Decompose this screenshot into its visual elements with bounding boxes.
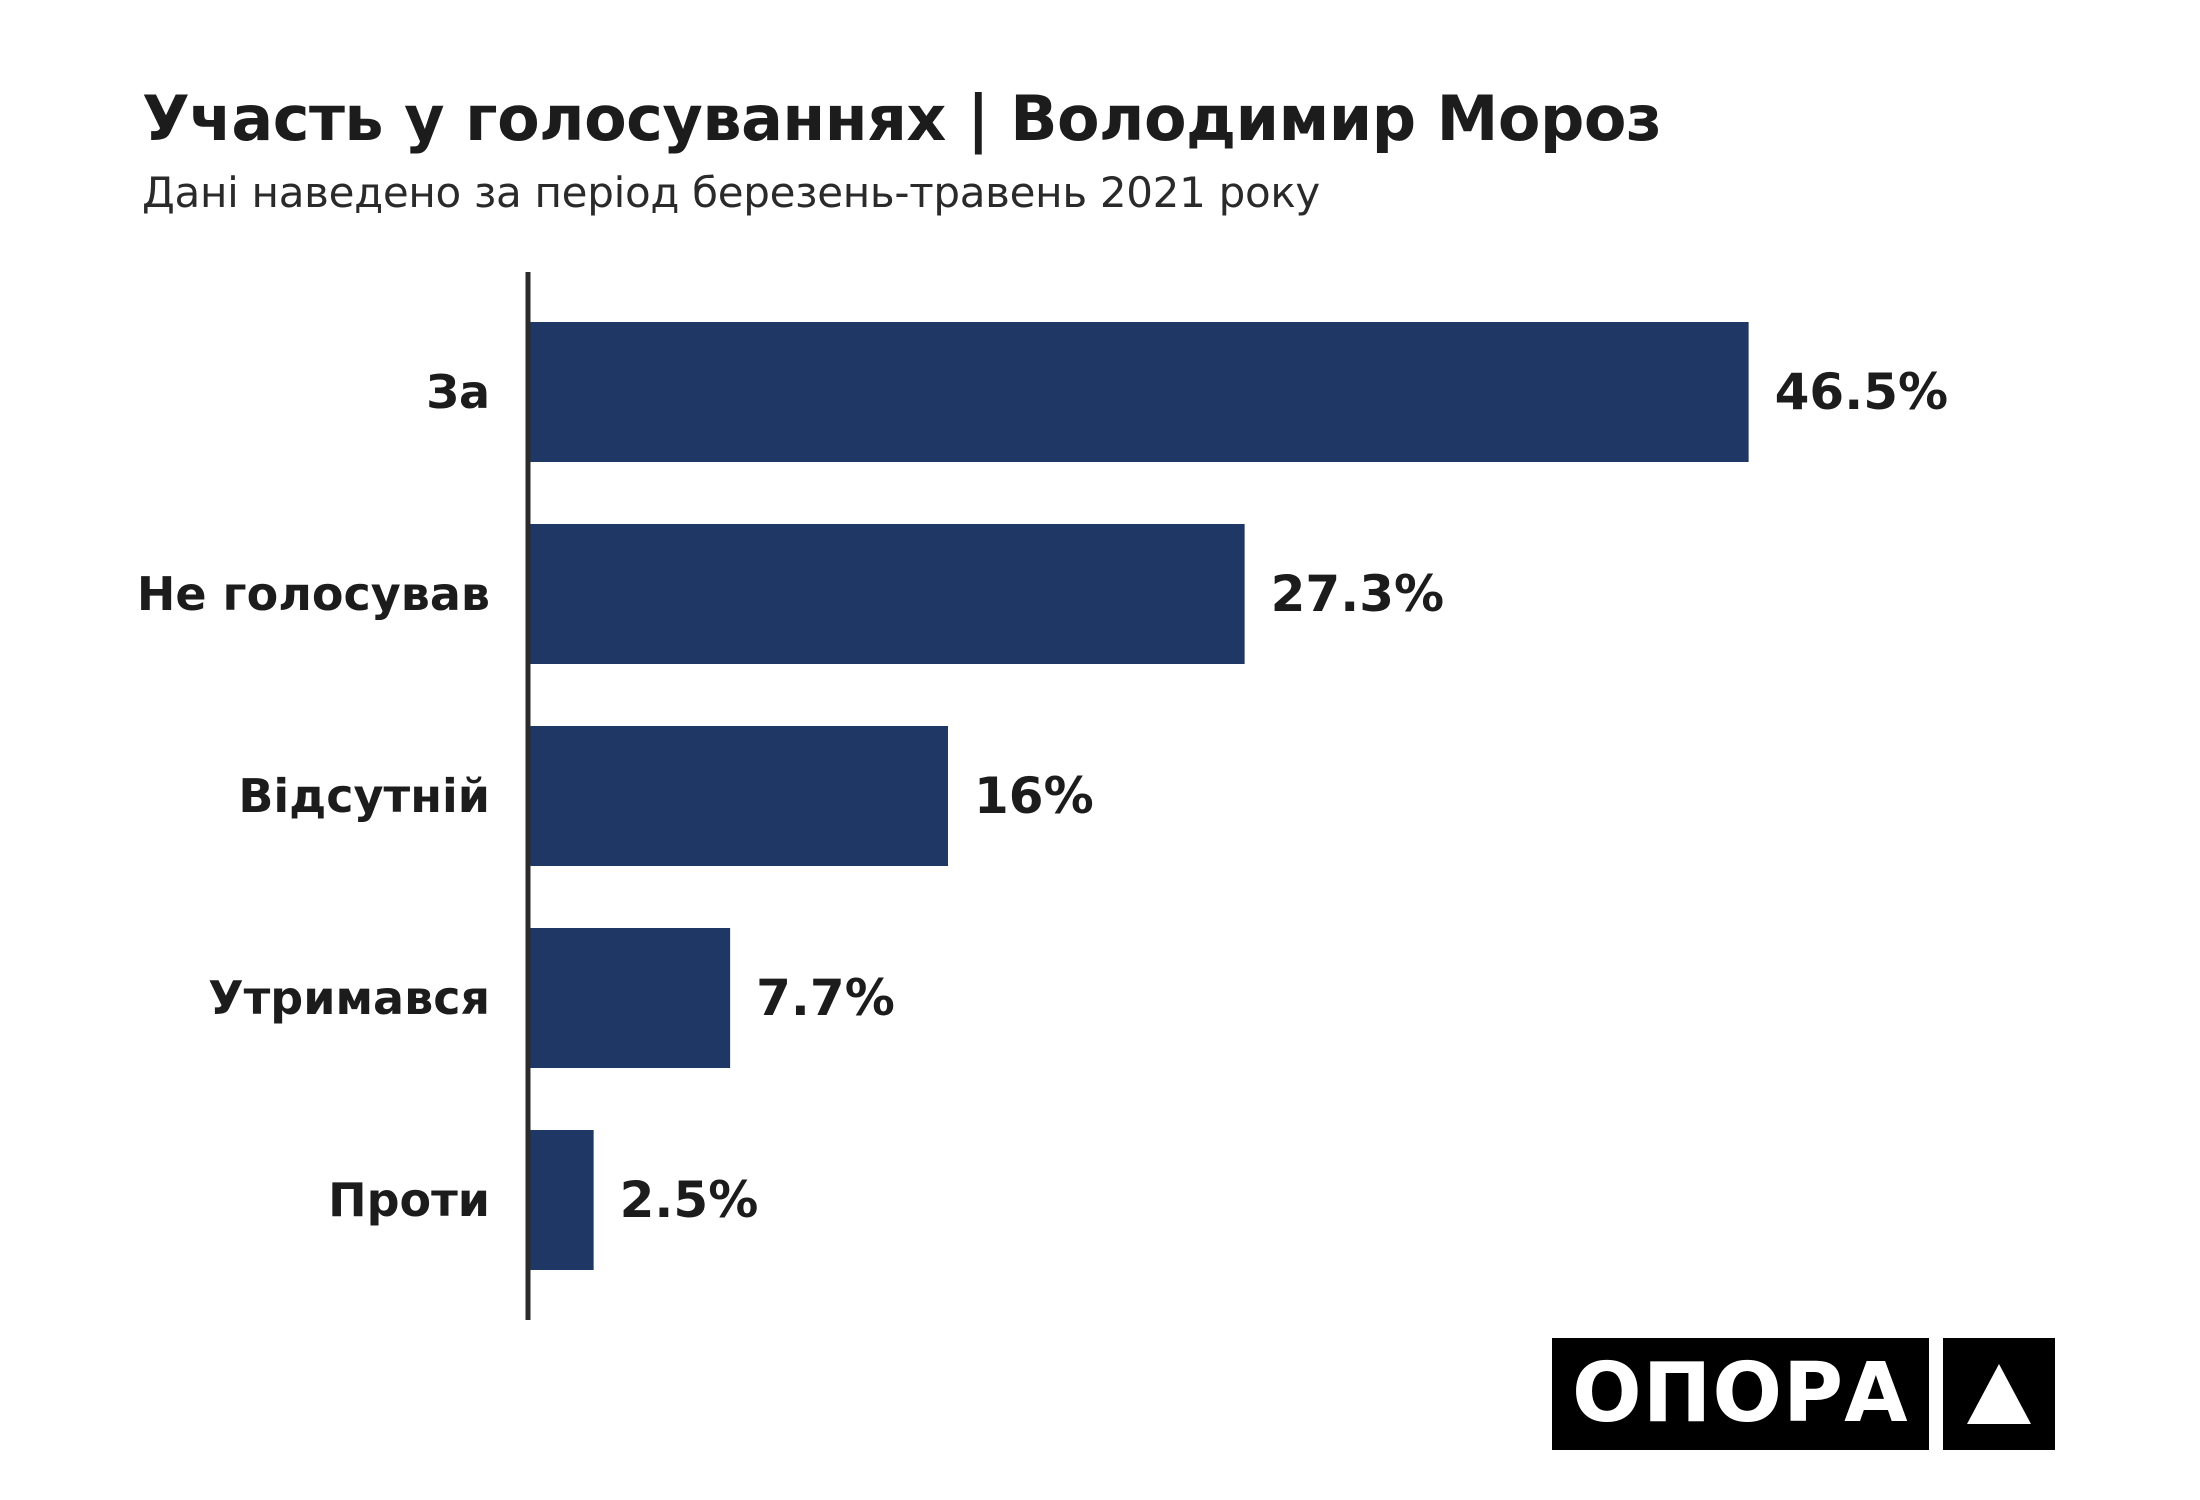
bar-2 — [528, 726, 948, 866]
bar-4 — [528, 1130, 594, 1270]
logo-wordmark: ОПОРА — [1552, 1338, 1929, 1450]
category-label-3: Утримався — [208, 971, 490, 1025]
logo-triangle-icon — [1966, 1364, 2031, 1424]
value-label-0: 46.5% — [1775, 363, 1948, 421]
category-label-2: Відсутній — [238, 769, 490, 823]
chart-subtitle: Дані наведено за період березень-травень… — [142, 168, 1320, 217]
value-label-3: 7.7% — [756, 969, 895, 1027]
value-label-1: 27.3% — [1271, 565, 1444, 623]
value-label-2: 16% — [974, 767, 1094, 825]
triangle-icon — [1942, 1338, 2055, 1450]
category-label-1: Не голосував — [137, 567, 490, 621]
category-label-0: За — [426, 365, 490, 419]
chart-title: Участь у голосуваннях | Володимир Мороз — [142, 82, 1662, 155]
category-label-4: Проти — [328, 1173, 490, 1227]
opora-logo: ОПОРА — [1552, 1338, 2055, 1450]
value-label-4: 2.5% — [620, 1171, 759, 1229]
bar-0 — [528, 322, 1749, 462]
bar-1 — [528, 524, 1245, 664]
bar-3 — [528, 928, 731, 1068]
